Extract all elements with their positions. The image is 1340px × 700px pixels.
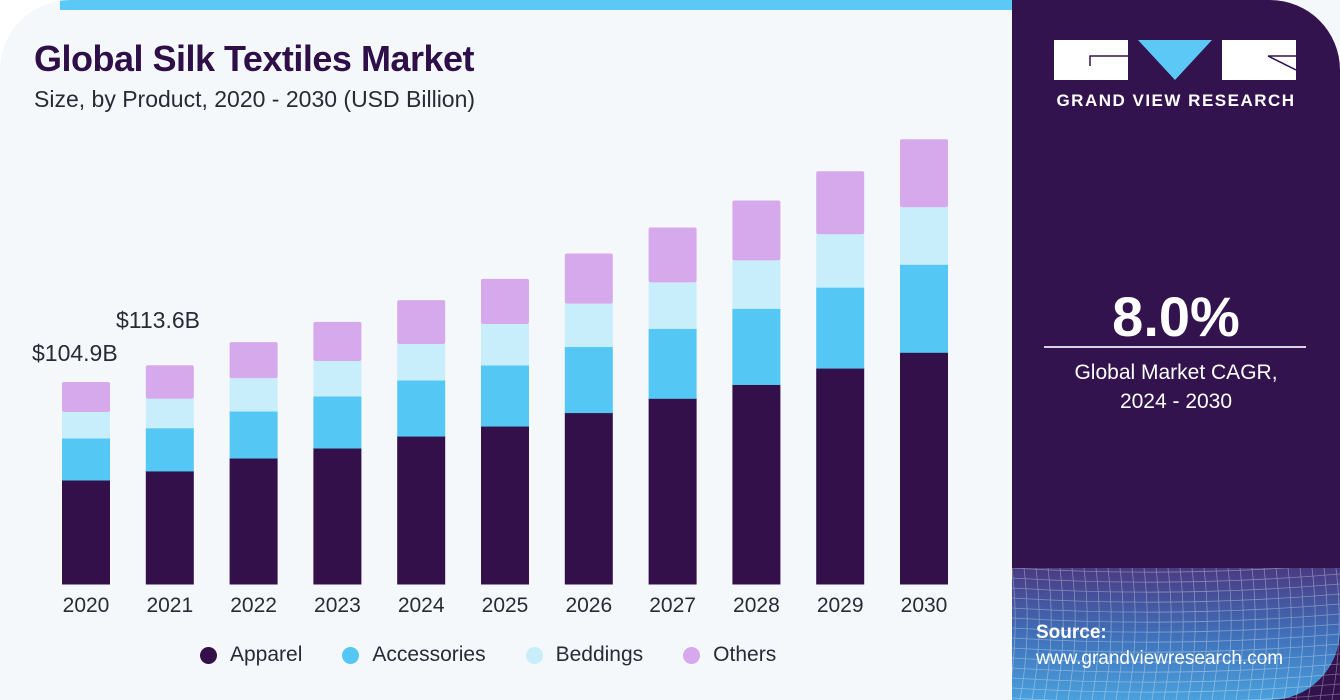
bar-group-2030 <box>900 139 948 585</box>
x-tick-label: 2020 <box>63 594 110 617</box>
chart-subtitle: Size, by Product, 2020 - 2030 (USD Billi… <box>34 86 476 112</box>
data-label-2020: $104.9B <box>32 340 118 366</box>
stacked-bar-chart: 2020 2021 2022 2023 2024 2025 2026 2027 2028 2029… <box>32 139 948 617</box>
bar-segment-others-2021 <box>145 365 194 399</box>
bar-segment-accessories-2020 <box>62 438 110 481</box>
bar-segment-others-2023 <box>313 321 362 361</box>
bar-group-2024 <box>397 300 446 585</box>
bar-group-2026 <box>564 253 613 585</box>
x-tick-label: 2021 <box>146 594 193 617</box>
bar-segment-beddings-2020 <box>62 412 110 439</box>
bar-segment-others-2024 <box>397 300 446 345</box>
x-tick-label: 2030 <box>901 594 948 617</box>
x-tick-label: 2029 <box>817 594 864 617</box>
legend-item-others: Others <box>683 643 776 667</box>
legend-label: Others <box>713 643 777 666</box>
bar-segment-accessories-2027 <box>648 328 697 399</box>
bar-segment-apparel-2029 <box>816 368 865 585</box>
cagr-value: 8.0% <box>1112 285 1240 348</box>
bar-segment-beddings-2029 <box>816 234 865 288</box>
bar-group-2025 <box>481 278 529 585</box>
bar-segment-others-2030 <box>900 139 948 208</box>
bar-segment-others-2025 <box>481 278 529 324</box>
bar-segment-apparel-2023 <box>313 448 362 585</box>
bar-segment-accessories-2029 <box>816 287 865 369</box>
bar-segment-beddings-2023 <box>313 360 362 397</box>
bar-group-2021 <box>145 365 194 585</box>
grand-view-research-logo <box>1054 40 1296 80</box>
data-label-2021: $113.6B <box>116 307 200 333</box>
bar-segment-apparel-2026 <box>564 412 613 585</box>
legend-label: Beddings <box>555 643 644 666</box>
x-tick-label: 2023 <box>314 594 361 617</box>
bar-segment-others-2026 <box>564 253 613 304</box>
bar-segment-apparel-2020 <box>62 479 110 585</box>
x-tick-label: 2026 <box>565 594 612 617</box>
bar-segment-apparel-2021 <box>145 470 194 585</box>
legend-swatch <box>342 646 360 664</box>
legend-swatch <box>200 646 217 664</box>
cagr-label-line2: 2024 - 2030 <box>1119 390 1233 413</box>
bar-segment-apparel-2030 <box>900 352 948 585</box>
bar-segment-others-2028 <box>732 200 781 261</box>
bar-segment-apparel-2027 <box>648 398 697 585</box>
bar-segment-beddings-2026 <box>564 303 613 348</box>
bar-segment-accessories-2024 <box>397 380 446 437</box>
bar-group-2029 <box>816 171 865 585</box>
bar-segment-accessories-2026 <box>564 346 613 414</box>
cagr-label: Global Market CAGR, 2024 - 2030 <box>1012 358 1340 416</box>
mesh-pattern <box>1012 568 1340 700</box>
bar-group-2027 <box>648 227 697 585</box>
bar-segment-beddings-2022 <box>229 378 278 412</box>
x-tick-label: 2028 <box>733 594 780 617</box>
source-url[interactable]: www.grandviewresearch.com <box>1036 648 1284 669</box>
legend-label: Accessories <box>372 643 486 666</box>
legend-item-accessories: Accessories <box>342 643 486 667</box>
bar-group-2028 <box>732 200 781 585</box>
bar-segment-beddings-2025 <box>481 323 529 366</box>
info-panel: GRAND VIEW RESEARCH 8.0% Global Market C… <box>1012 0 1340 700</box>
bar-segment-accessories-2022 <box>229 411 278 459</box>
bar-segment-accessories-2030 <box>900 264 948 353</box>
bar-segment-beddings-2021 <box>145 398 194 429</box>
chart-title: Global Silk Textiles Market <box>34 38 475 79</box>
divider <box>1044 346 1306 348</box>
bar-segment-others-2029 <box>816 171 865 235</box>
bar-segment-apparel-2025 <box>481 426 529 585</box>
x-tick-label: 2022 <box>230 594 277 617</box>
legend-swatch <box>683 646 701 664</box>
bar-segment-apparel-2024 <box>397 436 446 585</box>
bar-segment-apparel-2028 <box>732 384 781 585</box>
bar-segment-accessories-2021 <box>145 427 194 472</box>
bar-segment-others-2022 <box>229 342 278 379</box>
bar-group-2022 <box>229 342 278 585</box>
x-tick-label: 2025 <box>482 594 529 617</box>
bar-segment-accessories-2023 <box>313 396 362 449</box>
source-background <box>1012 568 1340 700</box>
bar-segment-accessories-2028 <box>732 308 781 385</box>
bar-group-2020 <box>62 381 110 585</box>
bar-segment-others-2020 <box>62 381 110 413</box>
legend-swatch <box>525 646 543 664</box>
bar-segment-beddings-2027 <box>648 282 697 329</box>
bar-group-2023 <box>313 321 362 585</box>
x-tick-label: 2024 <box>398 594 445 617</box>
bar-segment-apparel-2022 <box>229 458 278 585</box>
bar-segment-accessories-2025 <box>481 365 529 427</box>
legend-label: Apparel <box>230 643 303 666</box>
legend: Apparel Accessories Beddings Others <box>200 643 816 667</box>
bar-segment-beddings-2028 <box>732 260 781 309</box>
brand-name: GRAND VIEW RESEARCH <box>1056 91 1296 110</box>
bar-segment-beddings-2030 <box>900 207 948 265</box>
source-heading: Source: <box>1036 622 1107 643</box>
x-tick-label: 2027 <box>649 594 696 617</box>
bar-segment-beddings-2024 <box>397 344 446 381</box>
bar-segment-others-2027 <box>648 227 697 283</box>
legend-item-apparel: Apparel <box>200 643 302 667</box>
top-accent-bar <box>60 0 1020 10</box>
cagr-label-line1: Global Market CAGR, <box>1074 361 1278 384</box>
legend-item-beddings: Beddings <box>525 643 644 667</box>
